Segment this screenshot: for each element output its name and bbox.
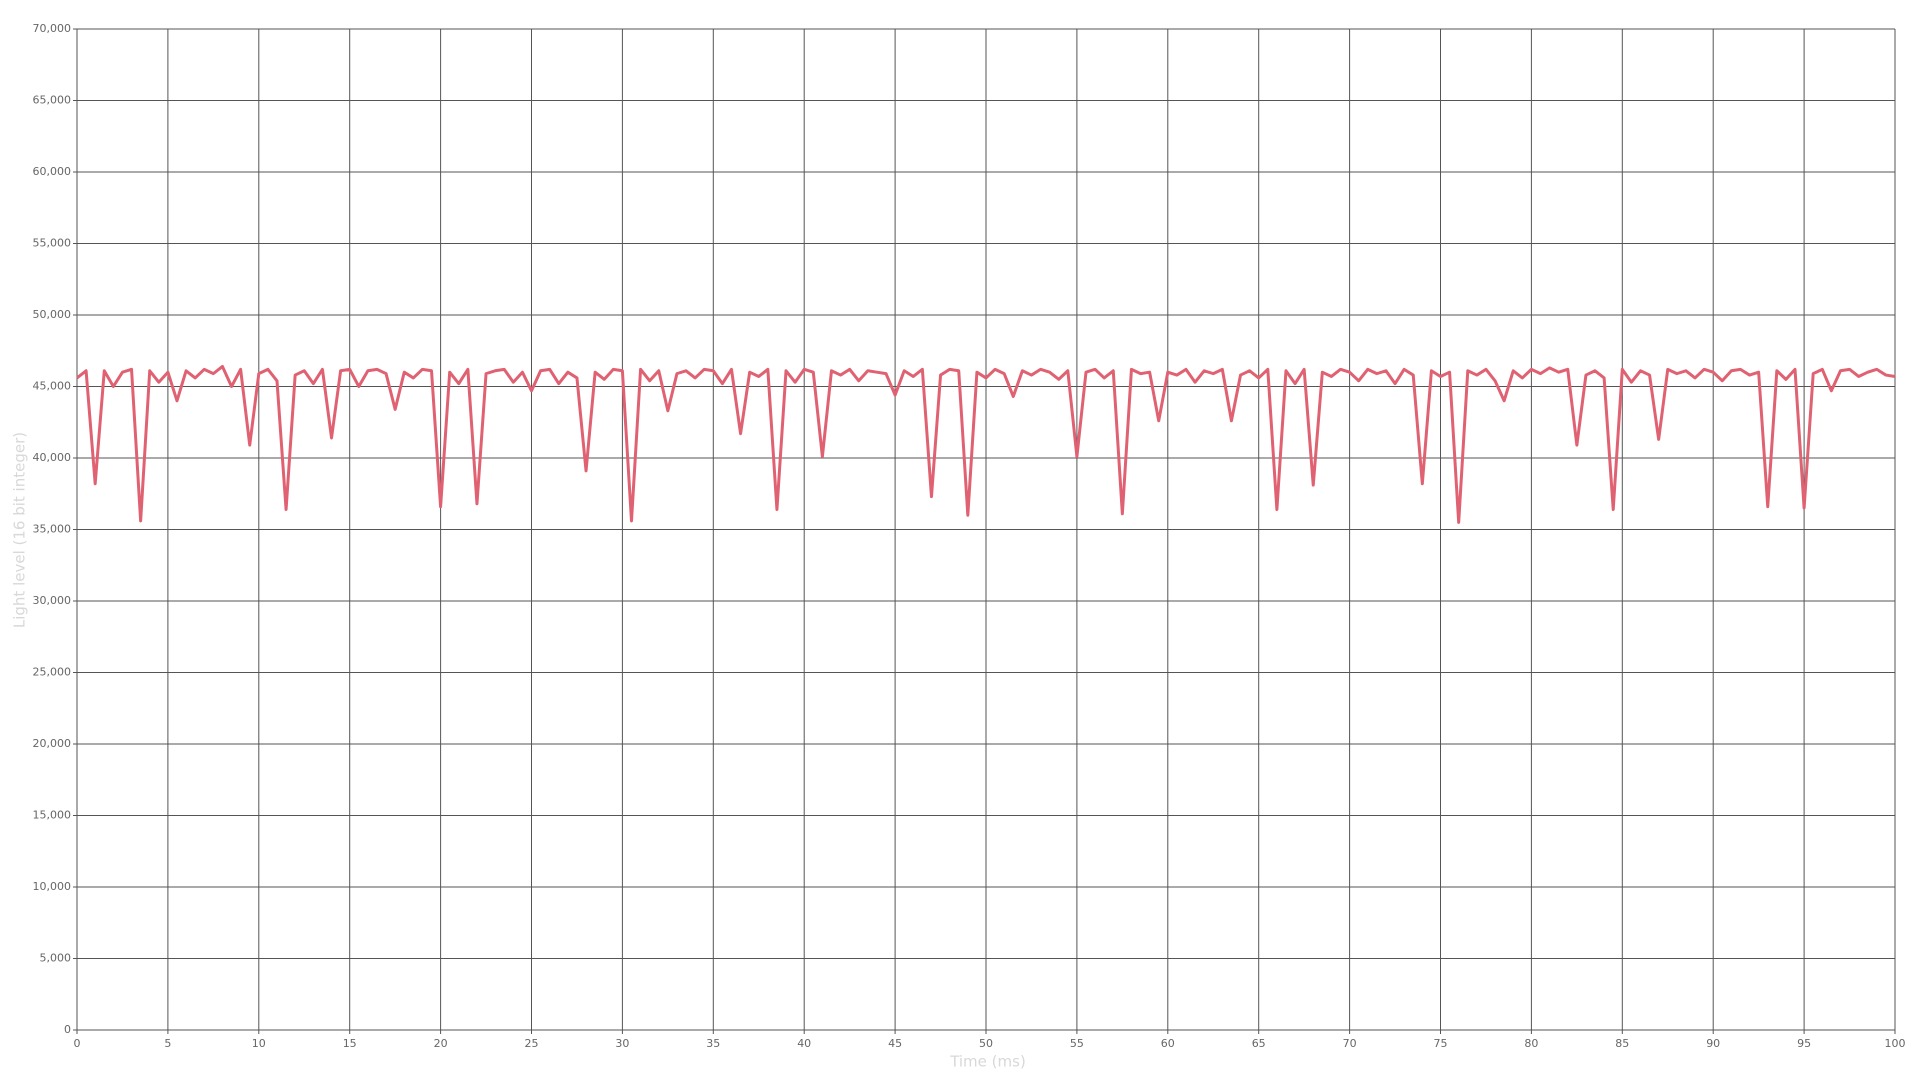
x-tick-label: 30 [615,1037,629,1050]
y-tick-label: 5,000 [40,952,72,965]
line-series [76,364,1896,524]
x-tick-label: 85 [1615,1037,1629,1050]
y-tick-label: 0 [64,1023,71,1036]
x-tick-label: 35 [706,1037,720,1050]
y-tick-label: 10,000 [33,880,72,893]
x-tick-label: 80 [1524,1037,1538,1050]
y-tick-label: 35,000 [33,523,72,536]
y-tick-label: 60,000 [33,165,72,178]
x-tick-label: 5 [164,1037,171,1050]
x-tick-label: 65 [1252,1037,1266,1050]
x-tick-label: 45 [888,1037,902,1050]
y-tick-label: 50,000 [33,308,72,321]
x-tick-label: 55 [1070,1037,1084,1050]
x-axis-title: Time (ms) [949,1053,1026,1071]
x-tick-label: 15 [343,1037,357,1050]
x-tick-label: 0 [74,1037,81,1050]
y-tick-label: 30,000 [33,594,72,607]
x-tick-label: 100 [1885,1037,1906,1050]
x-tick-label: 50 [979,1037,993,1050]
x-tick-label: 10 [252,1037,266,1050]
x-tick-label: 40 [797,1037,811,1050]
y-tick-label: 70,000 [33,22,72,35]
y-tick-label: 65,000 [33,94,72,107]
y-axis-title: Light level (16 bit integer) [11,432,29,628]
x-tick-label: 95 [1797,1037,1811,1050]
y-tick-label: 45,000 [33,380,72,393]
x-tick-label: 70 [1343,1037,1357,1050]
y-tick-label: 20,000 [33,737,72,750]
x-tick-label: 25 [525,1037,539,1050]
x-tick-label: 20 [434,1037,448,1050]
x-tick-label: 75 [1434,1037,1448,1050]
y-tick-label: 40,000 [33,451,72,464]
x-tick-label: 90 [1706,1037,1720,1050]
y-tick-label: 25,000 [33,666,72,679]
y-tick-label: 15,000 [33,809,72,822]
x-tick-label: 60 [1161,1037,1175,1050]
y-tick-label: 55,000 [33,237,72,250]
